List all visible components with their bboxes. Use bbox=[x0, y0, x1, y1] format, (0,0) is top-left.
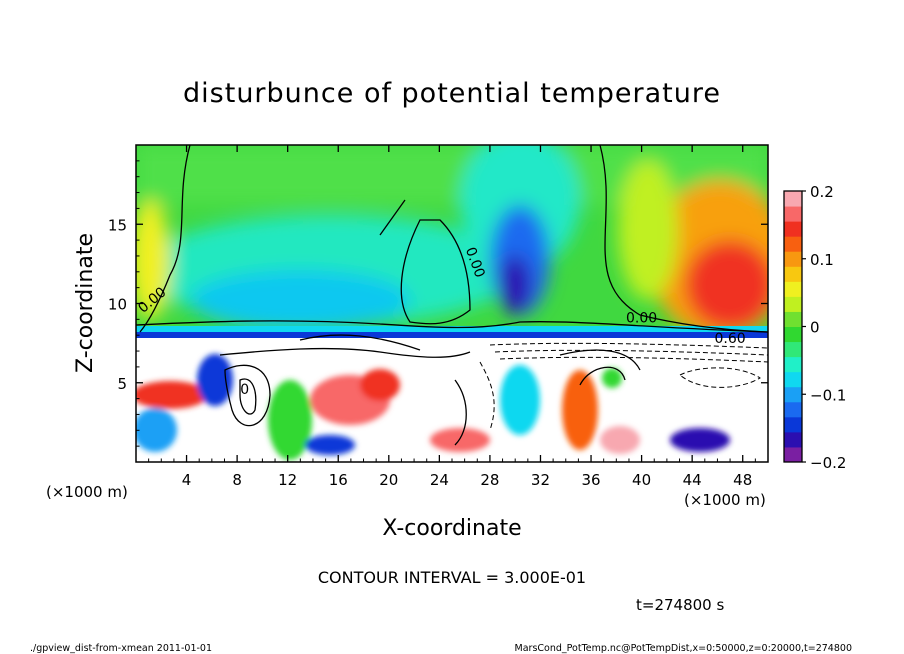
contour-label: 0.60 bbox=[714, 331, 745, 347]
chart-title: disturbunce of potential temperature bbox=[183, 78, 721, 109]
colorbar-swatch bbox=[784, 386, 802, 403]
colorbar-swatch bbox=[784, 431, 802, 448]
colorbar-swatch bbox=[784, 251, 802, 267]
x-tick-label: 40 bbox=[632, 471, 651, 489]
y-axis-label: Z-coordinate bbox=[73, 233, 98, 373]
colorbar-swatch bbox=[784, 326, 802, 343]
colorbar-swatch bbox=[784, 416, 802, 433]
x-tick-label: 16 bbox=[329, 471, 348, 489]
plot-area bbox=[136, 145, 768, 462]
colorbar-swatch bbox=[784, 311, 802, 327]
y-tick-label: 15 bbox=[108, 216, 127, 234]
y-tick-label: 10 bbox=[108, 296, 127, 314]
z-unit-label: (×1000 m) bbox=[46, 483, 128, 501]
y-axis: 5 10 15 bbox=[108, 160, 768, 447]
colorbar-tick-label: 0 bbox=[810, 319, 820, 337]
x-tick-label: 28 bbox=[480, 471, 499, 489]
x-tick-label: 36 bbox=[581, 471, 600, 489]
colorbar-swatch bbox=[784, 356, 802, 373]
contour-label: 0 bbox=[240, 382, 249, 398]
time-text: t=274800 s bbox=[636, 596, 724, 614]
colorbar-swatch bbox=[784, 206, 802, 222]
colorbar-swatch bbox=[784, 281, 802, 297]
colorbar-swatch bbox=[784, 296, 802, 312]
x-tick-label: 32 bbox=[531, 471, 550, 489]
colorbar-tick-label: 0.1 bbox=[810, 251, 834, 269]
colorbar-swatch bbox=[784, 266, 802, 282]
colorbar-swatch bbox=[784, 371, 802, 388]
x-tick-label: 4 bbox=[182, 471, 192, 489]
colorbar-tick-label: 0.2 bbox=[810, 183, 834, 201]
colorbar-swatch bbox=[784, 446, 802, 463]
x-unit-label: (×1000 m) bbox=[684, 491, 766, 509]
x-tick-label: 8 bbox=[232, 471, 242, 489]
contour-interval-text: CONTOUR INTERVAL = 3.000E-01 bbox=[318, 568, 586, 587]
x-axis: 4 8 12 16 20 24 28 32 36 40 44 48 bbox=[148, 145, 756, 489]
colorbar-tick-label: −0.2 bbox=[810, 454, 846, 472]
x-tick-label: 44 bbox=[683, 471, 702, 489]
x-tick-label: 20 bbox=[379, 471, 398, 489]
x-tick-label: 12 bbox=[278, 471, 297, 489]
colorbar-swatch bbox=[784, 191, 802, 207]
contour-label: 0.00 bbox=[626, 311, 657, 327]
colorbar-swatch bbox=[784, 236, 802, 252]
colorbar-tick-label: −0.1 bbox=[810, 386, 846, 404]
colorbar-swatch bbox=[784, 221, 802, 237]
y-tick-label: 5 bbox=[117, 375, 127, 393]
x-tick-label: 48 bbox=[733, 471, 752, 489]
colorbar-swatch bbox=[784, 341, 802, 358]
footer-left: ./gpview_dist-from-xmean 2011-01-01 bbox=[30, 643, 212, 654]
colorbar: −0.2 −0.1 0 0.1 0.2 bbox=[783, 183, 846, 472]
colorbar-swatch bbox=[784, 401, 802, 418]
x-axis-label: X-coordinate bbox=[382, 516, 521, 541]
footer-right: MarsCond_PotTemp.nc@PotTempDist,x=0:5000… bbox=[515, 643, 852, 654]
x-tick-label: 24 bbox=[430, 471, 449, 489]
